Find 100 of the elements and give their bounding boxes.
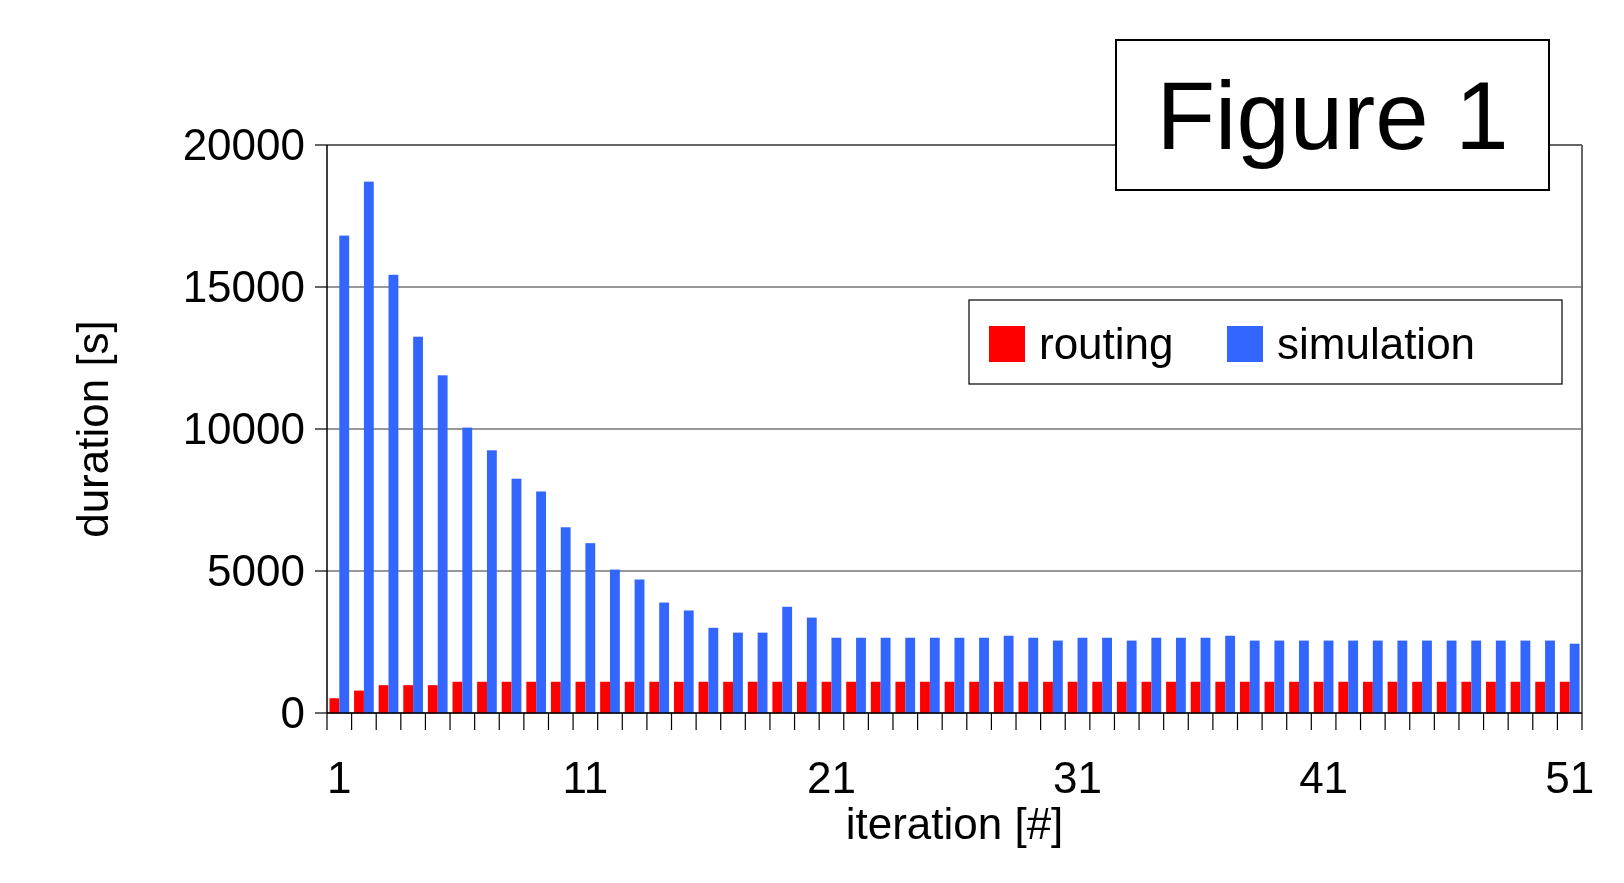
bar (388, 274, 399, 713)
x-tick-label: 31 (1053, 753, 1103, 802)
y-axis-title: duration [s] (68, 320, 117, 538)
bar (1239, 681, 1250, 713)
bar (1077, 637, 1088, 713)
bar (1043, 681, 1053, 713)
legend-label: simulation (1277, 319, 1476, 369)
bar (905, 637, 916, 713)
bar (1151, 637, 1162, 713)
bar (1520, 640, 1531, 713)
bar (920, 681, 930, 713)
bar (1190, 681, 1201, 713)
bar (929, 637, 940, 713)
bar (437, 375, 448, 713)
bar (413, 336, 423, 713)
chart-title: Figure 1 (1156, 61, 1509, 169)
legend-label: routing (1039, 319, 1174, 369)
bar (536, 491, 547, 713)
bar (1313, 681, 1324, 713)
bar (993, 681, 1004, 713)
bar (1446, 640, 1457, 713)
bar (782, 606, 793, 713)
bar (1003, 635, 1014, 713)
bar (772, 681, 783, 713)
x-tick-label: 41 (1299, 753, 1349, 802)
bar (600, 681, 610, 713)
bar (1486, 681, 1496, 713)
bar (1175, 637, 1186, 713)
bar (354, 690, 364, 713)
bar (895, 681, 906, 713)
bar (329, 698, 340, 713)
bar (1289, 681, 1300, 713)
bar (969, 681, 980, 713)
bar (560, 527, 571, 713)
y-tick-label: 0 (280, 688, 305, 738)
bar (1372, 640, 1383, 713)
bar (870, 681, 881, 713)
bar (1422, 640, 1432, 713)
bar (427, 685, 438, 713)
bar (403, 685, 414, 713)
bar (1092, 681, 1103, 713)
bar (585, 543, 596, 713)
y-tick-label: 20000 (182, 120, 305, 170)
bar (723, 681, 734, 713)
bar (1471, 640, 1482, 713)
bar (634, 579, 645, 713)
x-tick-label: 21 (806, 753, 856, 802)
bar (1028, 637, 1039, 713)
bar (659, 602, 670, 713)
bar (797, 681, 807, 713)
bar (1102, 637, 1112, 713)
bar (1436, 681, 1447, 713)
bar (880, 637, 891, 713)
x-tick-label: 11 (562, 753, 609, 802)
bar (1397, 640, 1408, 713)
bar (1215, 681, 1226, 713)
bar (733, 632, 743, 713)
bar (1338, 681, 1349, 713)
bar (1249, 640, 1260, 713)
bar (526, 681, 537, 713)
bar (1126, 640, 1137, 713)
x-tick-label: 1 (327, 753, 352, 802)
bar (486, 450, 497, 713)
bar (1412, 681, 1423, 713)
bar (1461, 681, 1472, 713)
bar (708, 627, 719, 713)
bar (831, 637, 842, 713)
bar (378, 685, 389, 713)
bar (550, 681, 561, 713)
bar (673, 681, 684, 713)
bar (462, 427, 473, 713)
x-axis-title: iteration [#] (845, 799, 1064, 848)
bar (1495, 640, 1506, 713)
bar (477, 681, 487, 713)
bar (1018, 681, 1029, 713)
bar (1299, 640, 1309, 713)
bar (683, 610, 694, 713)
bar (363, 181, 374, 713)
bar (1225, 635, 1236, 713)
bar (1569, 643, 1580, 713)
bar (1166, 681, 1176, 713)
bar (649, 681, 660, 713)
bar (339, 235, 350, 713)
bar (979, 637, 989, 713)
bar (954, 637, 965, 713)
bar (609, 569, 620, 713)
bar (1348, 640, 1359, 713)
bar (511, 478, 522, 713)
bar (1052, 640, 1063, 713)
bar (624, 681, 635, 713)
bar (1116, 681, 1127, 713)
y-tick-label: 5000 (207, 546, 305, 596)
bar (856, 637, 866, 713)
bar (747, 681, 758, 713)
bar (1274, 640, 1285, 713)
bar (1200, 637, 1211, 713)
y-tick-label: 15000 (182, 262, 305, 312)
bar (1545, 640, 1555, 713)
bar (1323, 640, 1334, 713)
bar (846, 681, 857, 713)
